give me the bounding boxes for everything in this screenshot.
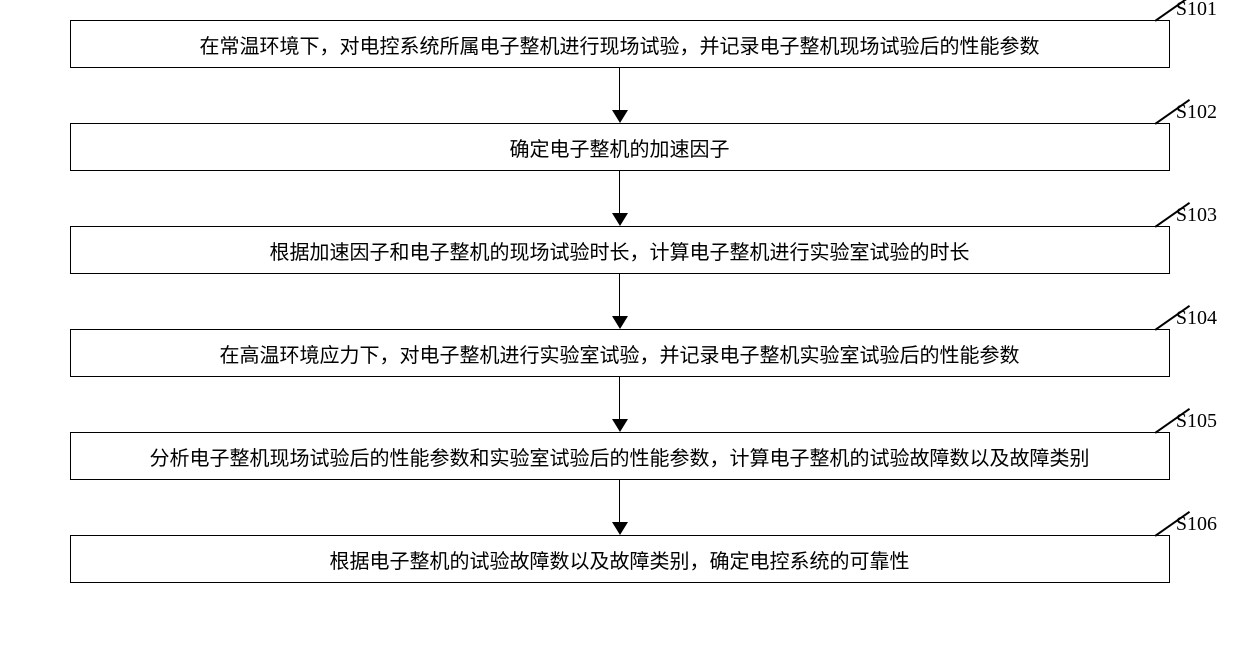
arrow-head-icon — [612, 213, 628, 226]
step-label-s102: S102 — [1176, 101, 1217, 124]
arrow-head-icon — [612, 110, 628, 123]
step-row-5: 分析电子整机现场试验后的性能参数和实验室试验后的性能参数，计算电子整机的试验故障… — [0, 432, 1239, 480]
flowchart-container: 在常温环境下，对电控系统所属电子整机进行现场试验，并记录电子整机现场试验后的性能… — [0, 20, 1239, 583]
step-text: 分析电子整机现场试验后的性能参数和实验室试验后的性能参数，计算电子整机的试验故障… — [150, 442, 1090, 471]
step-box-s101: 在常温环境下，对电控系统所属电子整机进行现场试验，并记录电子整机现场试验后的性能… — [70, 20, 1170, 68]
step-text: 在高温环境应力下，对电子整机进行实验室试验，并记录电子整机实验室试验后的性能参数 — [220, 339, 1020, 368]
step-text: 根据加速因子和电子整机的现场试验时长，计算电子整机进行实验室试验的时长 — [270, 236, 970, 265]
arrow-4 — [612, 377, 628, 432]
arrow-head-icon — [612, 522, 628, 535]
step-box-s103: 根据加速因子和电子整机的现场试验时长，计算电子整机进行实验室试验的时长 — [70, 226, 1170, 274]
step-label-s101: S101 — [1176, 0, 1217, 21]
step-box-s104: 在高温环境应力下，对电子整机进行实验室试验，并记录电子整机实验室试验后的性能参数 — [70, 329, 1170, 377]
step-label-s106: S106 — [1176, 513, 1217, 536]
arrow-line — [619, 480, 621, 522]
step-row-2: 确定电子整机的加速因子 S102 — [0, 123, 1239, 171]
step-text: 根据电子整机的试验故障数以及故障类别，确定电控系统的可靠性 — [330, 545, 910, 574]
step-label-s104: S104 — [1176, 307, 1217, 330]
step-text: 在常温环境下，对电控系统所属电子整机进行现场试验，并记录电子整机现场试验后的性能… — [200, 30, 1040, 59]
arrow-line — [619, 171, 621, 213]
arrow-1 — [612, 68, 628, 123]
arrow-2 — [612, 171, 628, 226]
arrow-line — [619, 68, 621, 110]
step-text: 确定电子整机的加速因子 — [510, 133, 730, 162]
arrow-line — [619, 377, 621, 419]
step-box-s102: 确定电子整机的加速因子 — [70, 123, 1170, 171]
step-label-s103: S103 — [1176, 204, 1217, 227]
step-row-6: 根据电子整机的试验故障数以及故障类别，确定电控系统的可靠性 S106 — [0, 535, 1239, 583]
step-row-1: 在常温环境下，对电控系统所属电子整机进行现场试验，并记录电子整机现场试验后的性能… — [0, 20, 1239, 68]
arrow-head-icon — [612, 316, 628, 329]
arrow-3 — [612, 274, 628, 329]
step-row-4: 在高温环境应力下，对电子整机进行实验室试验，并记录电子整机实验室试验后的性能参数… — [0, 329, 1239, 377]
step-label-s105: S105 — [1176, 410, 1217, 433]
arrow-line — [619, 274, 621, 316]
step-row-3: 根据加速因子和电子整机的现场试验时长，计算电子整机进行实验室试验的时长 S103 — [0, 226, 1239, 274]
arrow-5 — [612, 480, 628, 535]
step-box-s105: 分析电子整机现场试验后的性能参数和实验室试验后的性能参数，计算电子整机的试验故障… — [70, 432, 1170, 480]
arrow-head-icon — [612, 419, 628, 432]
step-box-s106: 根据电子整机的试验故障数以及故障类别，确定电控系统的可靠性 — [70, 535, 1170, 583]
